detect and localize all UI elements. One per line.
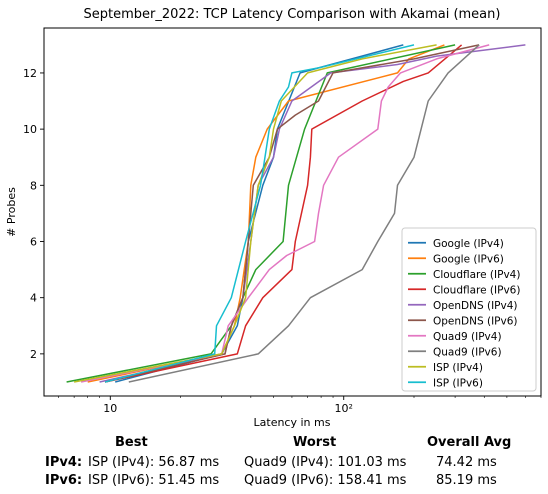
y-tick-label-3: 8 [30,179,37,192]
legend-label-1: Google (IPv6) [433,253,504,265]
series-line-7 [128,44,480,383]
x-axis: 10 10² [58,396,542,415]
avg-ipv4: 74.42 ms [436,455,497,470]
legend-label-9: ISP (IPv6) [433,377,483,389]
y-tick-label-4: 10 [23,123,37,136]
legend-label-5: OpenDNS (IPv6) [433,315,518,327]
legend-label-8: ISP (IPv4) [433,362,483,374]
series-layer [66,44,526,383]
legend-label-4: OpenDNS (IPv4) [433,300,518,312]
latency-chart: September_2022: TCP Latency Comparison w… [5,7,542,429]
header-worst: Worst [293,435,337,450]
y-tick-label-1: 4 [30,292,37,305]
x-tick-label-1: 10² [335,402,353,415]
x-tick-label-0: 10 [103,402,117,415]
best-ipv6: ISP (IPv6): 51.45 ms [88,473,220,488]
header-overall-avg: Overall Avg [427,435,512,450]
best-ipv4: ISP (IPv4): 56.87 ms [88,455,220,470]
y-axis: 2 4 6 8 10 12 [23,67,44,361]
x-axis-label: Latency in ms [254,416,331,429]
avg-ipv6: 85.19 ms [436,473,497,488]
row-label-ipv6: IPv6: [45,473,83,488]
row-label-ipv4: IPv4: [45,455,83,470]
summary-table: Best Worst Overall Avg IPv4: ISP (IPv4):… [0,430,548,494]
legend-label-3: Cloudflare (IPv6) [433,284,520,296]
legend-label-7: Quad9 (IPv6) [433,346,502,358]
y-tick-label-5: 12 [23,67,37,80]
legend-label-2: Cloudflare (IPv4) [433,269,520,281]
series-line-8 [73,44,437,383]
series-line-3 [104,44,463,383]
series-line-6 [80,44,490,383]
series-line-2 [66,44,456,383]
chart-title: September_2022: TCP Latency Comparison w… [84,7,501,22]
legend-label-0: Google (IPv4) [433,238,504,250]
legend-label-6: Quad9 (IPv4) [433,331,502,343]
y-tick-label-0: 2 [30,348,37,361]
legend: Google (IPv4) Google (IPv6) Cloudflare (IP… [401,227,537,392]
legend-box [401,227,537,392]
worst-ipv6: Quad9 (IPv6): 158.41 ms [244,473,407,488]
worst-ipv4: Quad9 (IPv4): 101.03 ms [244,455,407,470]
series-line-9 [104,44,415,383]
header-best: Best [115,435,148,450]
y-axis-label: # Probes [5,187,18,237]
y-tick-label-2: 6 [30,235,37,248]
